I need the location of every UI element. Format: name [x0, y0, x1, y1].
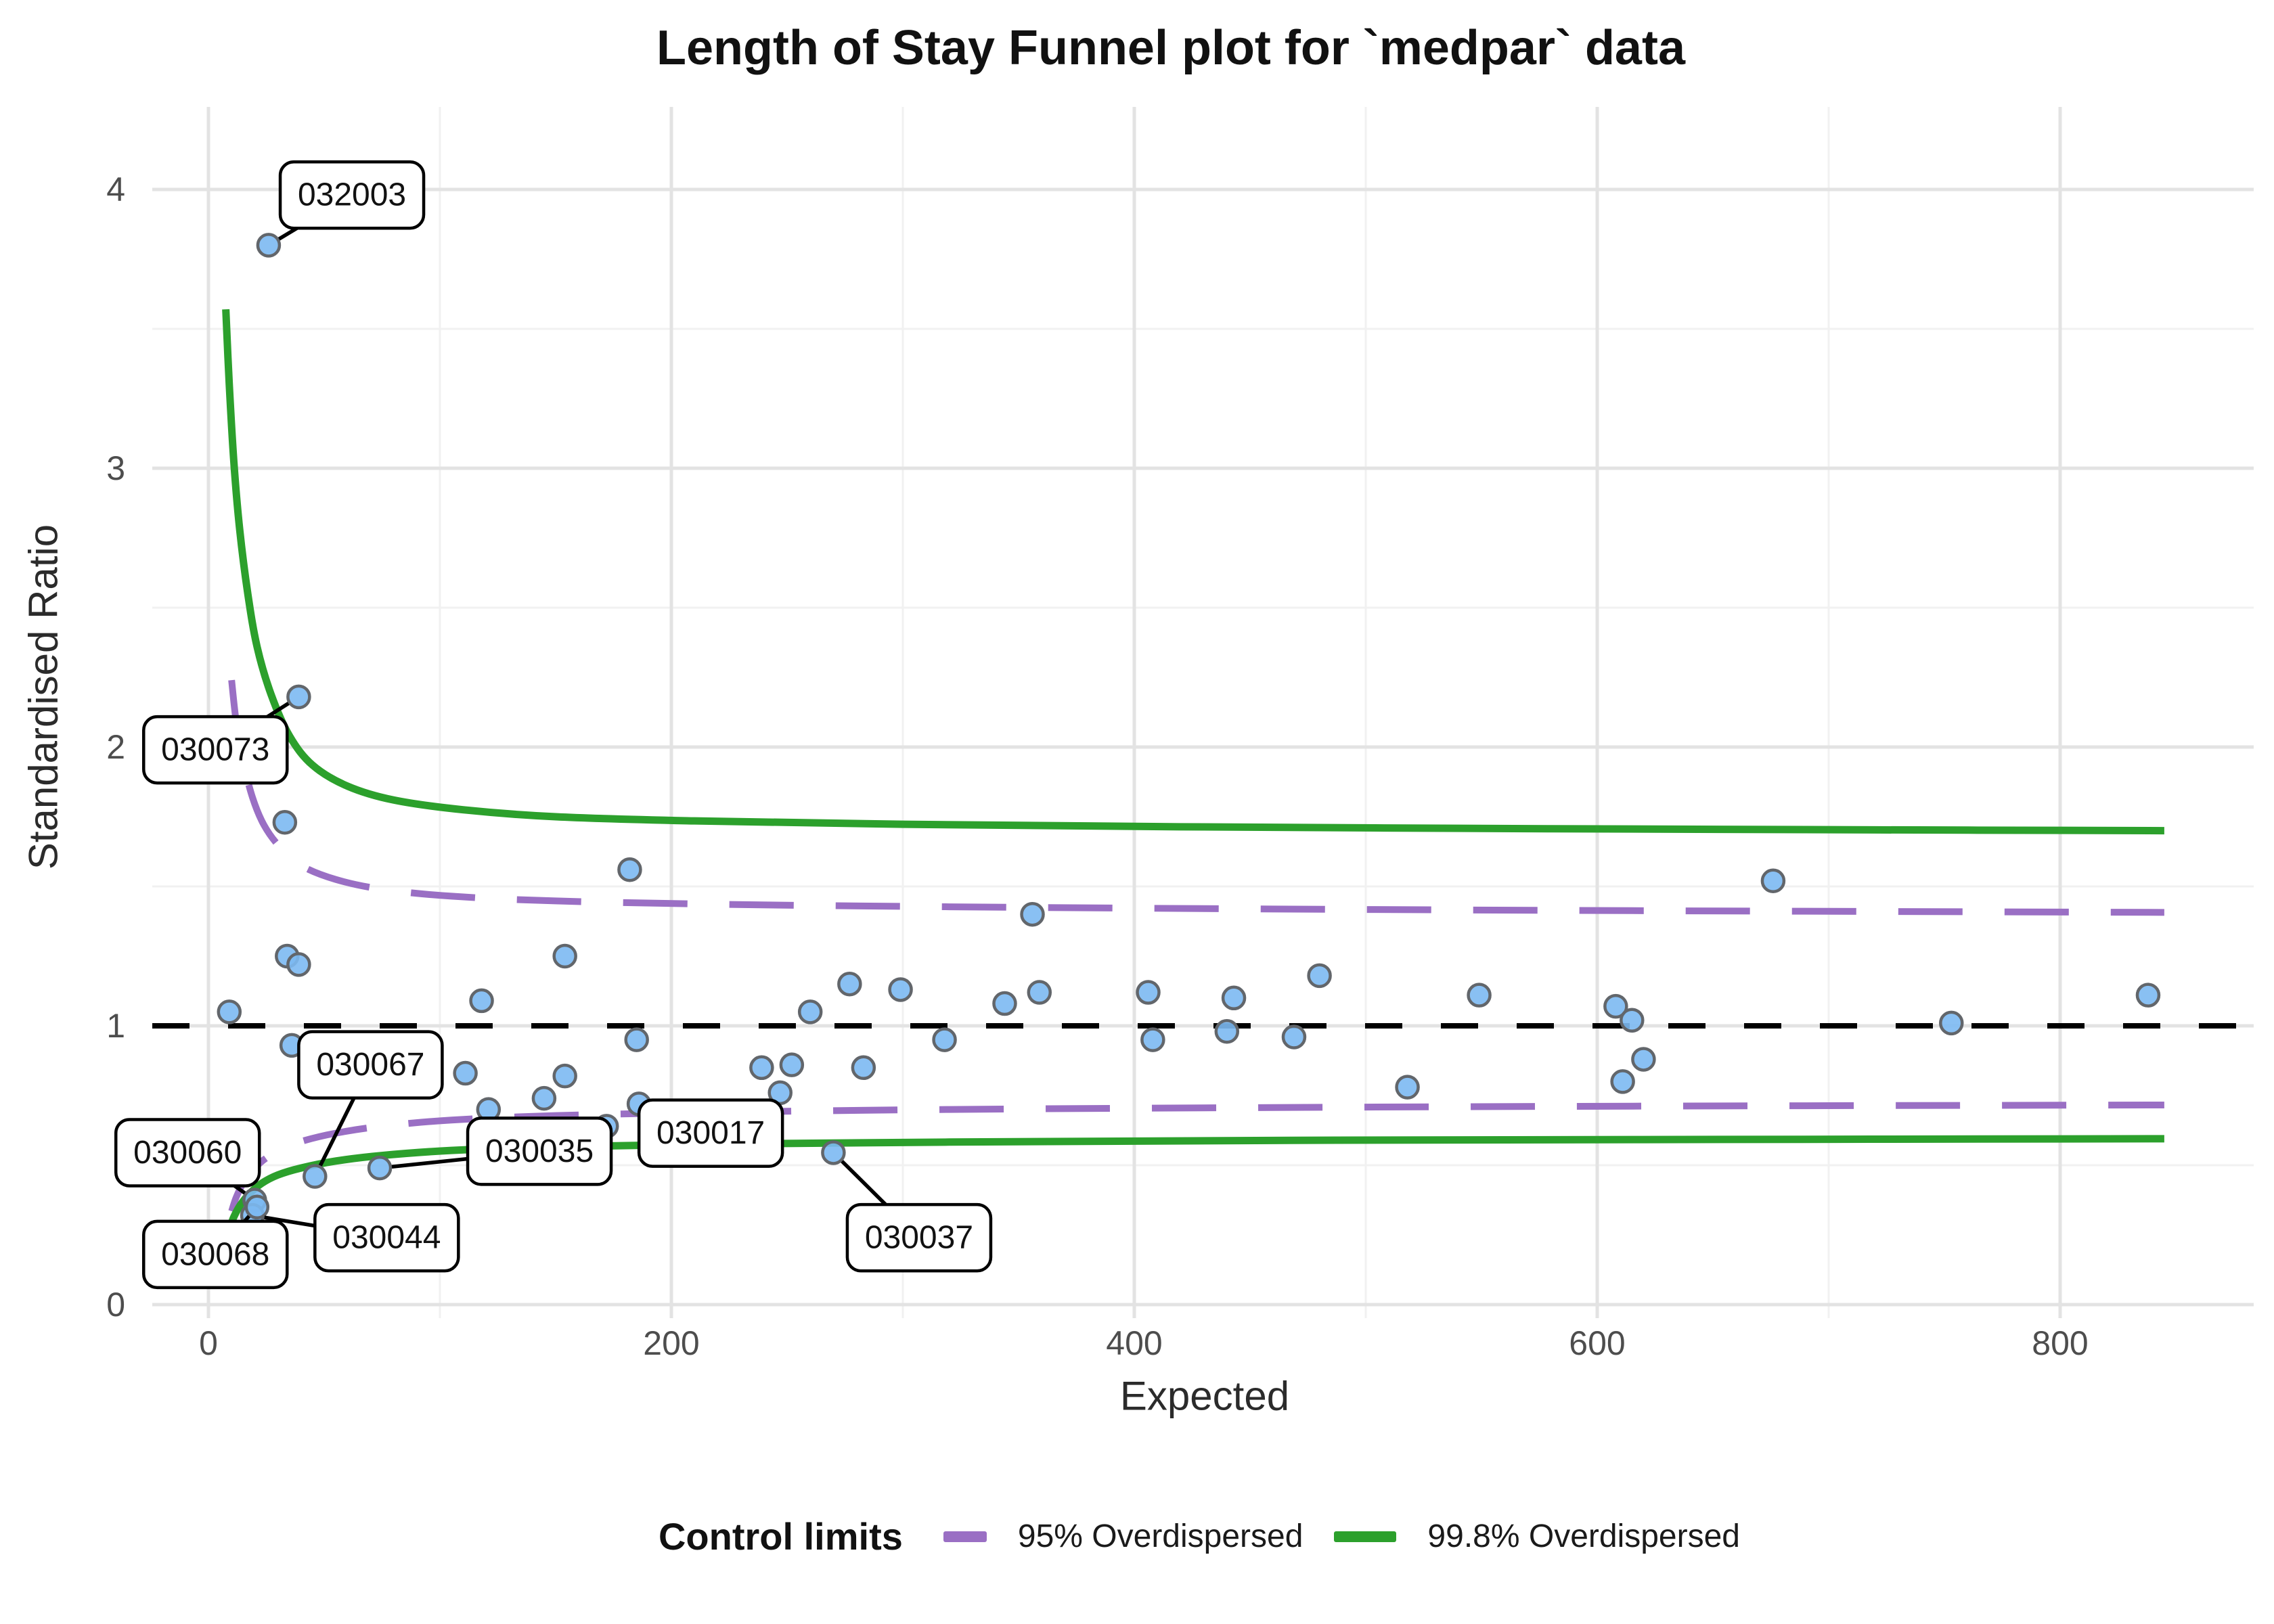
- label-box-030035: [466, 1116, 613, 1186]
- legend-key-998-dash-icon: [1334, 1531, 1397, 1542]
- legend-label-95: 95% Overdispersed: [1017, 1518, 1303, 1554]
- label-text-030073: 030073: [161, 732, 269, 768]
- data-point: [552, 1063, 577, 1089]
- label-text-030037: 030037: [865, 1220, 973, 1256]
- data-point: [286, 952, 311, 977]
- data-point: [837, 971, 862, 997]
- data-point-030037: [821, 1140, 846, 1165]
- label-text-030068: 030068: [161, 1236, 269, 1272]
- data-point: [888, 977, 913, 1002]
- y-axis-title: Standardised Ratio: [20, 524, 66, 870]
- control-limit-99-8-overdispersed-upper: [222, 309, 2164, 835]
- legend-label-998: 99.8% Overdispersed: [1427, 1518, 1740, 1554]
- data-point: [851, 1055, 876, 1081]
- data-point: [1221, 985, 1247, 1011]
- data-point: [272, 809, 298, 835]
- data-point: [453, 1060, 478, 1086]
- data-point: [552, 943, 577, 969]
- label-text-030044: 030044: [332, 1220, 441, 1256]
- data-point: [1281, 1024, 1307, 1050]
- chart-title: Length of Stay Funnel plot for `medpar` …: [656, 21, 1685, 75]
- data-point: [1760, 868, 1786, 894]
- label-box-030073: [142, 715, 289, 785]
- x-tick-label-800: 800: [2032, 1324, 2088, 1362]
- x-tick-label-200: 200: [643, 1324, 699, 1362]
- legend-key-95-dash-icon: [943, 1531, 987, 1542]
- x-tick-label-0: 0: [199, 1324, 218, 1362]
- label-box-030060: [114, 1118, 261, 1188]
- data-point: [1020, 901, 1045, 927]
- data-point-032003: [256, 233, 282, 258]
- label-box-030017: [637, 1098, 784, 1168]
- data-point: [779, 1052, 805, 1077]
- data-point: [469, 988, 494, 1014]
- data-point: [1140, 1027, 1165, 1052]
- label-box-030037: [845, 1202, 993, 1273]
- data-point: [2135, 983, 2161, 1008]
- y-tick-label-4: 4: [106, 171, 125, 208]
- label-box-030068: [142, 1219, 289, 1290]
- data-point: [1603, 993, 1628, 1019]
- data-point: [1027, 980, 1052, 1005]
- control-limit-95-overdispersed-lower: [228, 1102, 2164, 1213]
- data-point: [749, 1055, 774, 1081]
- x-tick-label-400: 400: [1106, 1324, 1162, 1362]
- legend-title: Control limits: [658, 1515, 903, 1558]
- label-text-030017: 030017: [656, 1115, 765, 1151]
- data-point: [624, 1027, 649, 1052]
- data-point: [1395, 1075, 1420, 1100]
- data-point-030035: [367, 1155, 393, 1181]
- y-tick-label-1: 1: [106, 1007, 125, 1045]
- data-point: [1307, 963, 1332, 989]
- legend: Control limits 95% Overdispersed 99.8% O…: [130, 1514, 2269, 1558]
- control-limit-95-overdispersed-upper: [228, 679, 2164, 916]
- data-point: [1610, 1069, 1635, 1094]
- data-point: [992, 991, 1017, 1016]
- label-box-030044: [313, 1202, 460, 1273]
- data-point: [1467, 983, 1492, 1008]
- data-point: [617, 857, 642, 882]
- data-point: [1620, 1008, 1645, 1033]
- x-tick-label-600: 600: [1569, 1324, 1625, 1362]
- data-point: [1214, 1018, 1240, 1044]
- label-text-030067: 030067: [316, 1047, 424, 1083]
- data-point-030067: [303, 1164, 328, 1189]
- label-text-032003: 032003: [298, 177, 406, 213]
- data-point-030068: [244, 1194, 270, 1220]
- label-box-030067: [297, 1030, 444, 1100]
- data-point: [797, 999, 823, 1024]
- data-point: [932, 1027, 957, 1052]
- data-point-030073: [286, 684, 311, 710]
- data-point: [1136, 980, 1161, 1005]
- y-tick-label-2: 2: [106, 728, 125, 766]
- y-tick-label-0: 0: [106, 1286, 125, 1324]
- x-axis-title: Expected: [1119, 1373, 1290, 1419]
- y-tick-label-3: 3: [106, 449, 125, 487]
- data-point: [217, 999, 242, 1024]
- label-box-032003: [278, 160, 426, 230]
- data-point: [1939, 1010, 1964, 1036]
- data-point: [531, 1085, 557, 1111]
- label-text-030035: 030035: [485, 1133, 594, 1169]
- label-text-030060: 030060: [133, 1135, 242, 1171]
- data-point: [1631, 1047, 1656, 1072]
